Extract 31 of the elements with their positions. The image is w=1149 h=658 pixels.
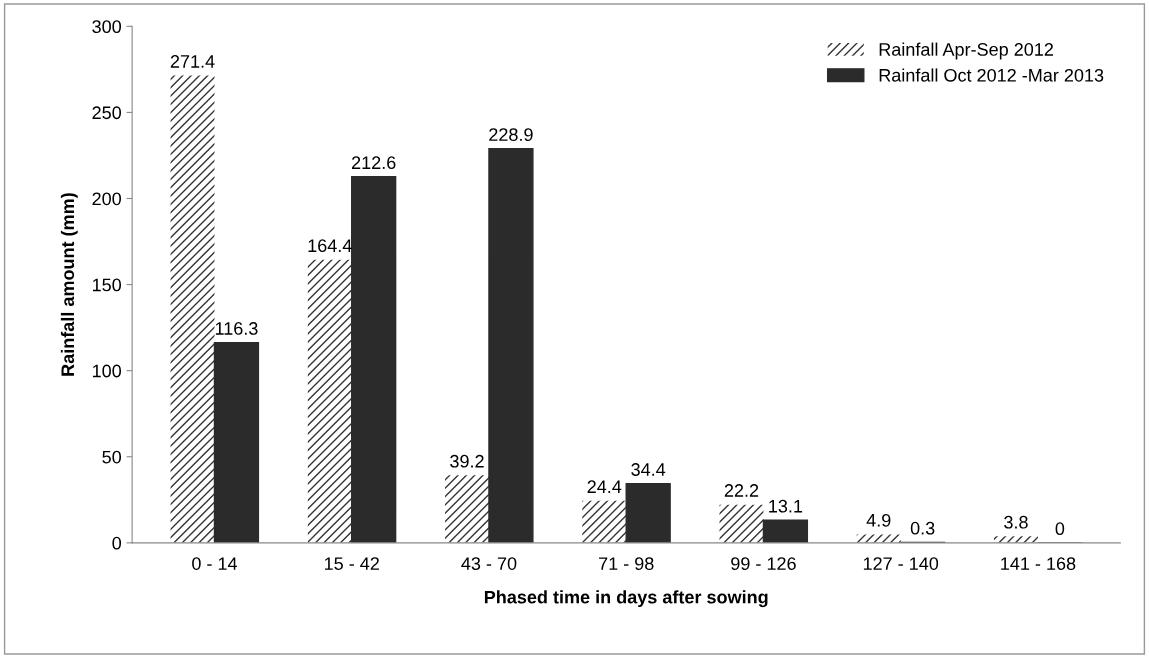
y-tick-label: 200 xyxy=(92,192,122,206)
data-label: 228.9 xyxy=(489,128,533,141)
x-axis-title: Phased time in days after sowing xyxy=(484,590,768,608)
x-tick-label: 141 - 168 xyxy=(1001,557,1076,570)
data-label: 34.4 xyxy=(631,463,666,476)
data-label: 271.4 xyxy=(170,55,215,68)
y-axis-title: Rainfall amount (mm) xyxy=(60,193,78,376)
data-label: 116.3 xyxy=(215,322,258,335)
x-tick-label: 71 - 98 xyxy=(599,557,654,570)
x-tick-label: 99 - 126 xyxy=(731,557,796,570)
x-tick-label: 127 - 140 xyxy=(863,557,939,570)
y-tick-label: 50 xyxy=(102,450,122,464)
data-label: 212.6 xyxy=(352,156,396,170)
y-tick-label: 300 xyxy=(92,20,122,34)
y-tick-label: 0 xyxy=(112,536,122,550)
legend-label: Rainfall Oct 2012 -Mar 2013 xyxy=(879,68,1104,82)
y-tick-label: 250 xyxy=(92,106,122,120)
y-tick-label: 100 xyxy=(92,364,122,378)
data-label: 0 xyxy=(1055,522,1065,536)
legend-label: Rainfall Apr-Sep 2012 xyxy=(879,42,1053,60)
x-tick-label: 0 - 14 xyxy=(192,557,238,570)
data-label: 0.3 xyxy=(910,521,935,535)
data-label: 13.1 xyxy=(769,499,803,513)
data-label: 3.8 xyxy=(1004,515,1028,529)
data-label: 24.4 xyxy=(587,480,622,493)
x-tick-label: 43 - 70 xyxy=(461,557,517,570)
data-label: 39.2 xyxy=(450,454,484,468)
y-tick-label: 150 xyxy=(92,278,122,292)
data-label: 4.9 xyxy=(866,513,891,527)
x-tick-label: 15 - 42 xyxy=(325,557,379,570)
data-label: 22.2 xyxy=(724,484,759,497)
